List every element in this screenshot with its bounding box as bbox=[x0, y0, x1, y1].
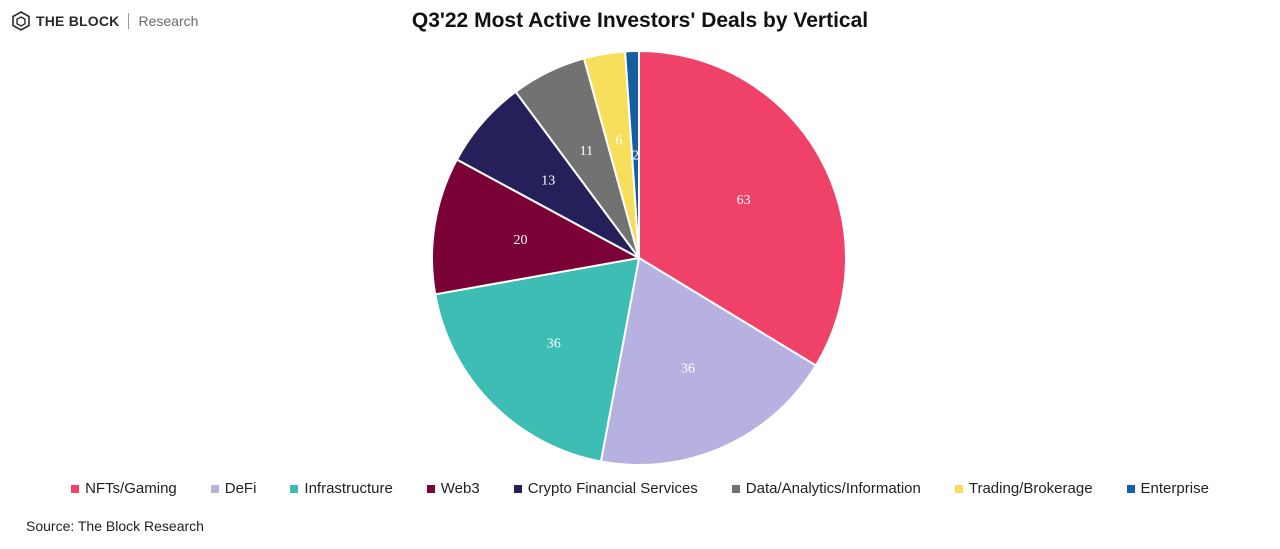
pie-slice-web3 bbox=[431, 158, 642, 296]
legend-item-nfts-gaming: NFTs/Gaming bbox=[71, 480, 177, 497]
legend-label: Infrastructure bbox=[304, 480, 393, 497]
legend-item-web3: Web3 bbox=[426, 480, 480, 497]
pie-slice-nfts-gaming bbox=[638, 49, 847, 367]
legend-swatch bbox=[513, 484, 522, 493]
legend-swatch bbox=[290, 484, 299, 493]
legend-label: Crypto Financial Services bbox=[527, 480, 698, 497]
brand-name: THE BLOCK bbox=[36, 13, 120, 29]
source-note: Source: The Block Research bbox=[26, 518, 204, 534]
brand-divider bbox=[128, 13, 130, 29]
legend-item-defi: DeFi bbox=[210, 480, 257, 497]
brand-logo: THE BLOCK Research bbox=[12, 10, 198, 32]
legend-item-crypto-financial-services: Crypto Financial Services bbox=[513, 480, 698, 497]
pie-slice-enterprise bbox=[624, 49, 640, 259]
legend-swatch bbox=[71, 484, 80, 493]
chart-title: Q3'22 Most Active Investors' Deals by Ve… bbox=[411, 9, 869, 32]
brand-subtitle: Research bbox=[138, 13, 199, 29]
data-label-trading-brokerage: 6 bbox=[615, 134, 622, 149]
legend-label: NFTs/Gaming bbox=[85, 480, 177, 497]
data-label-enterprise: 2 bbox=[632, 149, 639, 164]
legend-item-trading-brokerage: Trading/Brokerage bbox=[954, 480, 1093, 497]
legend-swatch bbox=[1126, 484, 1135, 493]
data-label-crypto-financial-services: 13 bbox=[541, 173, 555, 188]
legend-swatch bbox=[954, 484, 963, 493]
legend-item-infrastructure: Infrastructure bbox=[290, 480, 393, 497]
legend-label: Enterprise bbox=[1140, 480, 1209, 497]
pie-slice-infrastructure bbox=[434, 256, 641, 463]
legend-item-data-analytics-information: Data/Analytics/Information bbox=[731, 480, 921, 497]
cube-logo-icon bbox=[12, 11, 30, 31]
legend-label: Web3 bbox=[440, 480, 480, 497]
legend-swatch bbox=[731, 484, 740, 493]
data-label-nfts-gaming: 63 bbox=[737, 193, 751, 208]
data-label-web3: 20 bbox=[513, 233, 527, 248]
legend-item-enterprise: Enterprise bbox=[1126, 480, 1209, 497]
legend-label: DeFi bbox=[224, 480, 257, 497]
chart-legend: NFTs/Gaming DeFi Infrastructure Web3 Crypto … bbox=[0, 480, 1280, 497]
data-label-infrastructure: 36 bbox=[547, 337, 561, 352]
data-label-data-analytics-information: 11 bbox=[580, 144, 593, 159]
legend-swatch bbox=[210, 484, 219, 493]
data-label-defi: 36 bbox=[681, 362, 695, 377]
legend-label: Trading/Brokerage bbox=[968, 480, 1093, 497]
legend-swatch bbox=[426, 484, 435, 493]
legend-label: Data/Analytics/Information bbox=[745, 480, 921, 497]
pie-slice-defi bbox=[599, 256, 818, 466]
